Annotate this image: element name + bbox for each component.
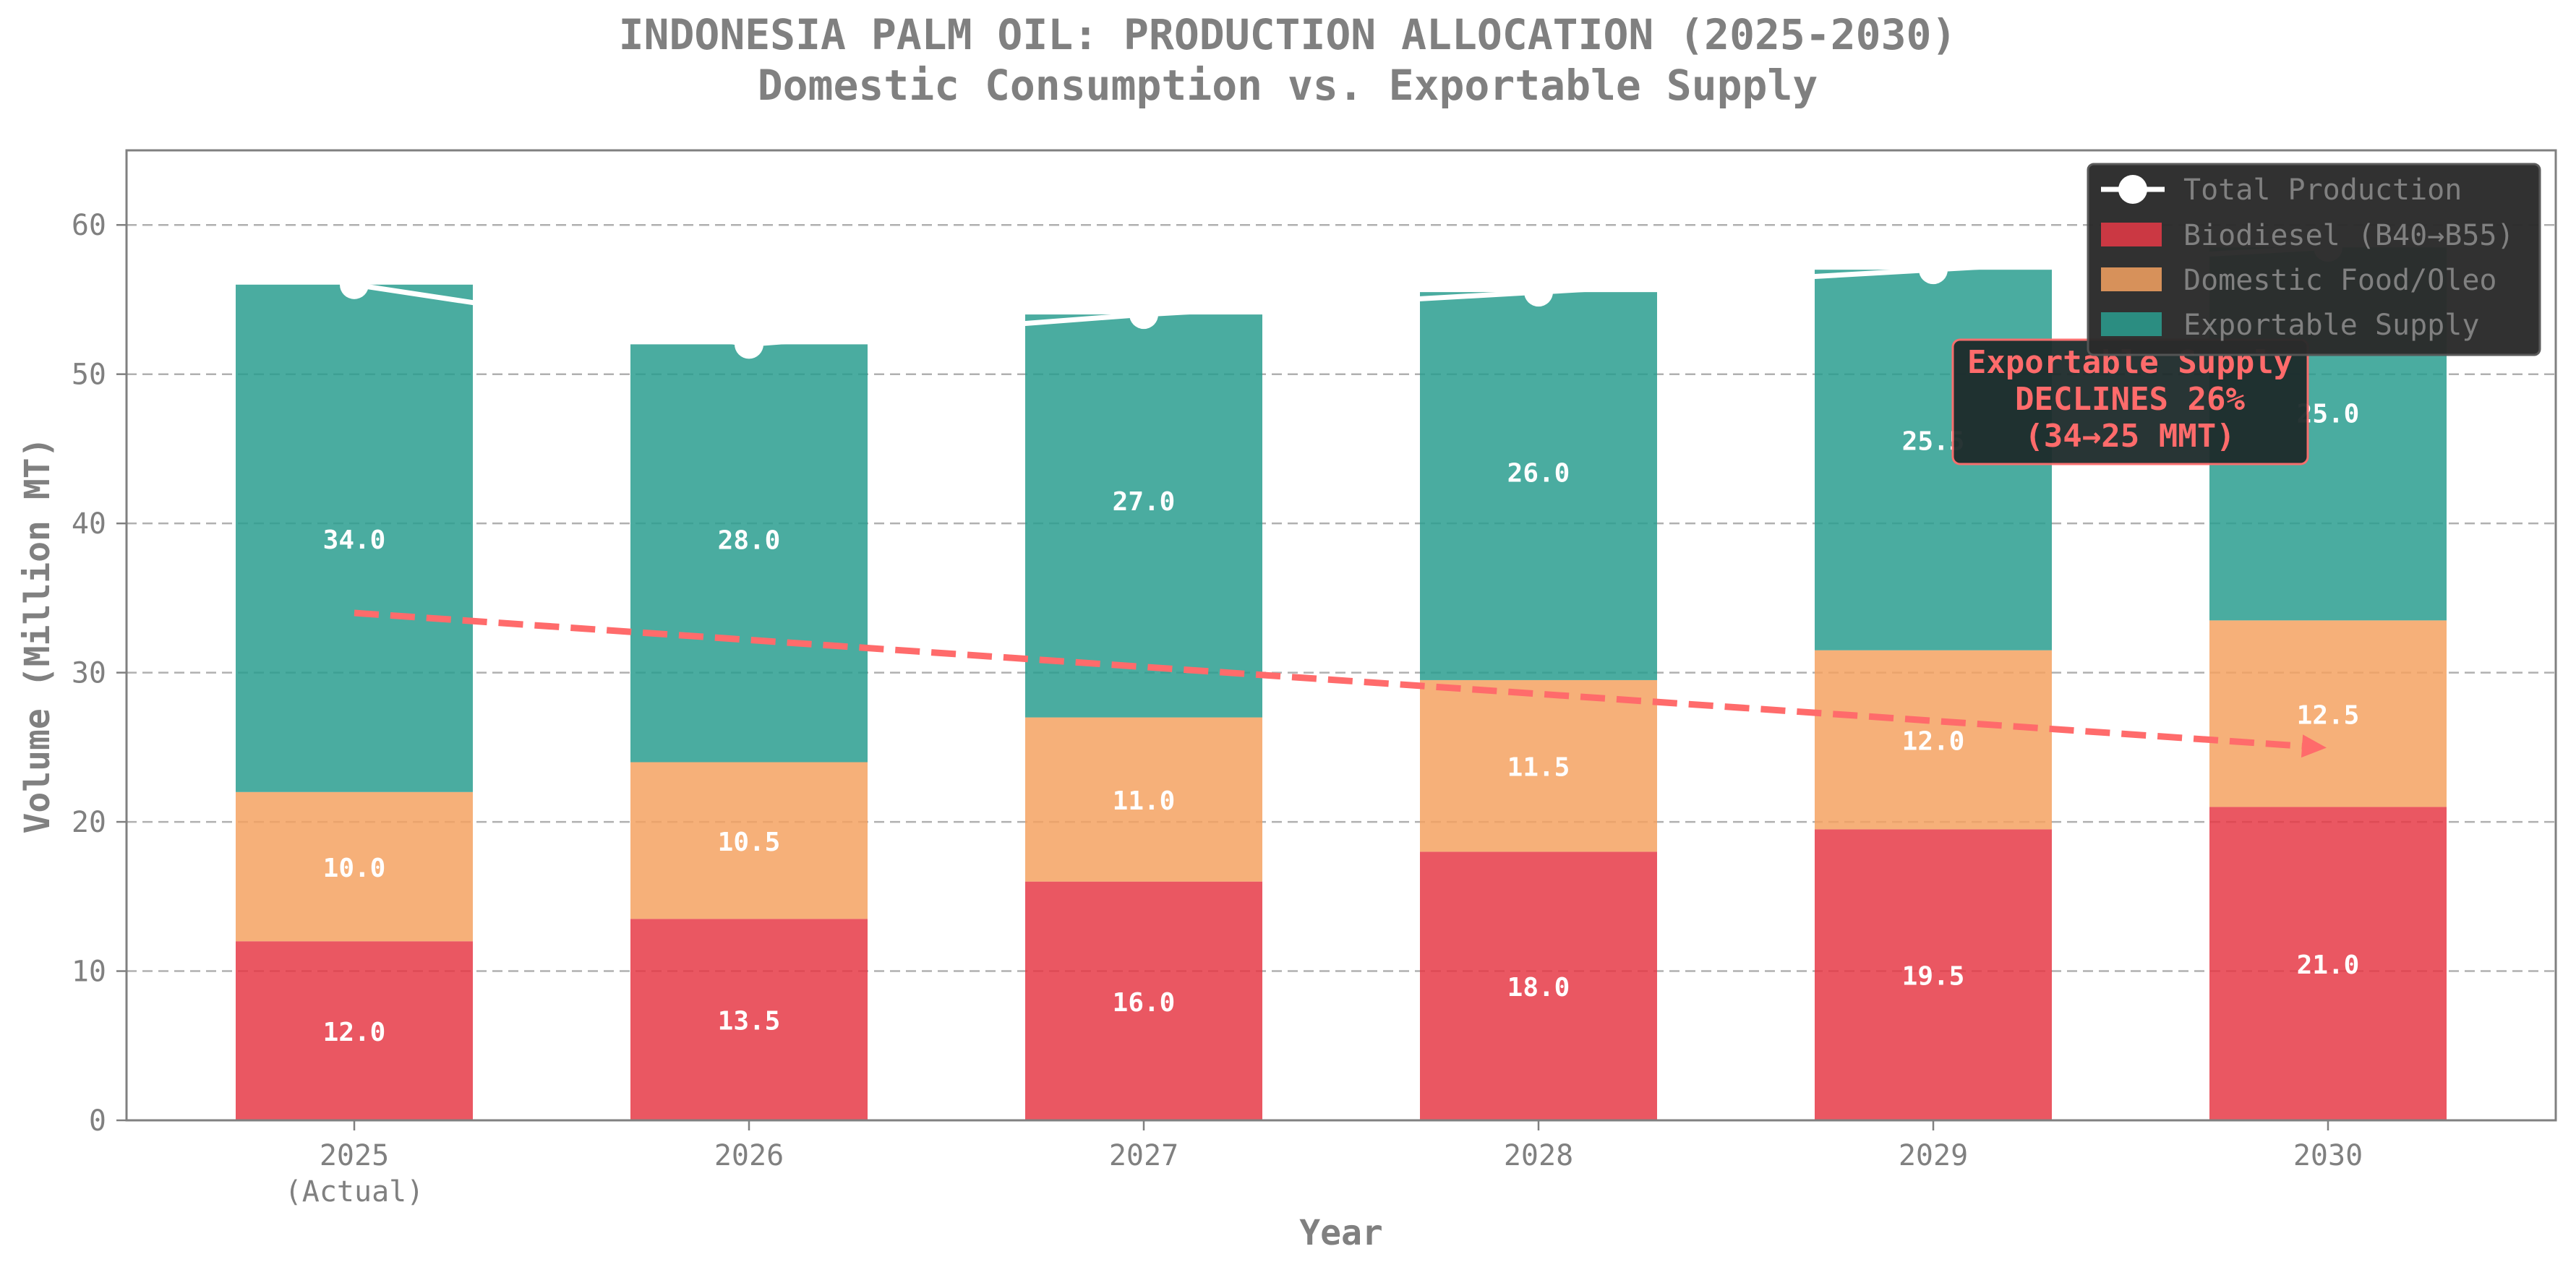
bar-value-label: 12.0 — [1902, 727, 1965, 757]
annotation-text: (34→25 MMT) — [2024, 418, 2235, 455]
total-production-point — [1524, 278, 1553, 307]
legend-box — [2087, 163, 2541, 356]
bar-segment — [1420, 679, 1657, 852]
total-production-point — [1129, 300, 1158, 330]
bar-segment — [630, 344, 868, 763]
legend-marker-swatch — [2118, 175, 2147, 204]
x-tick-sublabel: (Actual) — [285, 1175, 424, 1209]
legend-label: Exportable Supply — [2183, 309, 2479, 342]
x-tick-label: 2029 — [1899, 1139, 1968, 1172]
bar-segment — [1420, 851, 1657, 1120]
bar-segment — [1025, 881, 1262, 1120]
bar-value-label: 28.0 — [718, 525, 781, 555]
bar-segment — [1025, 314, 1262, 718]
bar-value-label: 10.0 — [323, 854, 386, 883]
bar-segment — [2209, 620, 2447, 807]
chart-title: INDONESIA PALM OIL: PRODUCTION ALLOCATIO… — [619, 10, 1957, 59]
bar-value-label: 34.0 — [323, 525, 386, 555]
y-tick-label: 0 — [89, 1104, 106, 1138]
total-production-point — [735, 330, 763, 359]
legend-label: Domestic Food/Oleo — [2183, 264, 2496, 297]
bar-segment — [630, 762, 868, 919]
bar-segment — [1815, 650, 2052, 830]
y-tick-label: 40 — [72, 507, 106, 541]
chart-subtitle: Domestic Consumption vs. Exportable Supp… — [758, 61, 1818, 110]
plot-frame — [125, 149, 2557, 1122]
bar-segment — [236, 941, 473, 1120]
legend-label: Total Production — [2183, 173, 2462, 207]
total-production-point — [1919, 255, 1948, 285]
bar-value-label: 12.5 — [2297, 700, 2360, 730]
legend-label: Biodiesel (B40→B55) — [2183, 219, 2515, 252]
trend-arrow-head — [2301, 734, 2327, 758]
bar-segment — [2209, 807, 2447, 1120]
y-tick-label: 20 — [72, 806, 106, 839]
y-axis-label: Volume (Million MT) — [17, 437, 58, 833]
bar-value-label: 18.0 — [1507, 973, 1570, 1003]
bar-value-label: 27.0 — [1113, 487, 1176, 517]
x-tick-label: 2028 — [1504, 1139, 1573, 1172]
bar-value-label: 10.5 — [718, 828, 781, 857]
legend-swatch — [2101, 312, 2162, 336]
bar-value-label: 26.0 — [1507, 459, 1570, 489]
x-axis-label: Year — [1299, 1213, 1383, 1253]
y-tick-label: 30 — [72, 657, 106, 690]
x-tick-label: 2025 — [320, 1139, 389, 1172]
bar-segment — [236, 791, 473, 942]
bar-segment — [1420, 292, 1657, 680]
y-tick-label: 50 — [72, 359, 106, 392]
total-production-line — [354, 244, 2329, 347]
y-tick-label: 10 — [72, 956, 106, 989]
bar-segment — [1025, 717, 1262, 882]
bar-segment — [236, 284, 473, 792]
bar-value-label: 19.5 — [1902, 962, 1965, 992]
total-production-point — [340, 270, 369, 299]
annotation-text: DECLINES 26% — [2015, 381, 2245, 418]
bar-value-label: 13.5 — [718, 1007, 781, 1036]
trend-arrow-line — [354, 609, 2320, 751]
bar-value-label: 11.0 — [1113, 786, 1176, 816]
bar-value-label: 11.5 — [1507, 753, 1570, 783]
bar-value-label: 12.0 — [323, 1018, 386, 1047]
x-tick-label: 2030 — [2293, 1139, 2363, 1172]
bar-value-label: 21.0 — [2297, 950, 2360, 980]
bar-value-label: 16.0 — [1113, 988, 1176, 1018]
x-tick-label: 2027 — [1109, 1139, 1178, 1172]
x-tick-label: 2026 — [714, 1139, 784, 1172]
bar-segment — [630, 919, 868, 1120]
legend-swatch — [2101, 223, 2162, 246]
legend-swatch — [2101, 267, 2162, 291]
y-tick-label: 60 — [72, 209, 106, 242]
bar-segment — [1815, 829, 2052, 1120]
